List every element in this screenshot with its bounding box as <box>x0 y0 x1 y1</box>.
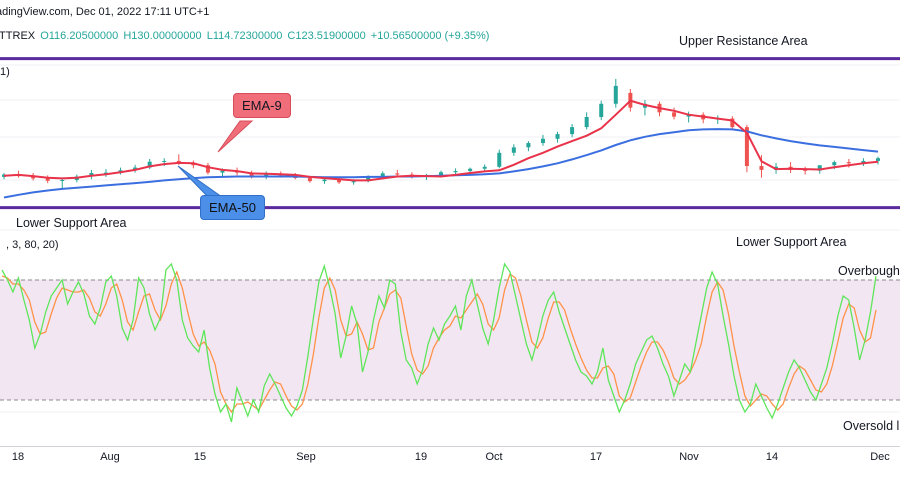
x-tick-label: Oct <box>485 451 503 463</box>
header-ohlc: ITTREX O116.20500000 H130.00000000 L114.… <box>0 30 491 42</box>
candle-down <box>249 172 254 178</box>
candle-up <box>876 158 880 161</box>
x-tick-label: 17 <box>589 451 603 463</box>
header-high: H130.00000000 <box>123 30 202 42</box>
ema-lines <box>3 99 879 199</box>
ema50-pointer <box>177 165 224 198</box>
candle-up <box>439 172 443 176</box>
candle-up <box>817 165 822 171</box>
lower-support-label-left: Lower Support Area <box>16 216 127 230</box>
x-tick-label: 14 <box>765 451 779 463</box>
header-change: +10.56500000 (+9.35%) <box>370 30 490 42</box>
oscillator-band <box>0 279 900 401</box>
lower-support-label-right: Lower Support Area <box>736 235 847 249</box>
candle-up <box>453 171 458 173</box>
candle-up <box>482 166 487 169</box>
zone-lines <box>0 57 900 210</box>
main-indicator-label: 1) <box>0 66 10 78</box>
chart-header: adingView.com, Dec 01, 2022 17:11 UTC+1 … <box>0 0 900 42</box>
candle-down <box>803 169 808 171</box>
header-open: O116.20500000 <box>40 30 119 42</box>
candle-down <box>395 173 400 175</box>
candle-up <box>162 160 167 162</box>
candle-up <box>613 85 618 104</box>
candle-up <box>526 143 531 148</box>
candle-up <box>511 147 516 153</box>
candle-down <box>307 178 312 182</box>
ema50-callout: EMA-50 <box>200 195 265 220</box>
candle-up <box>540 138 545 144</box>
x-tick-label: 18 <box>11 451 25 463</box>
candle-down <box>672 112 677 117</box>
x-tick-label: 15 <box>193 451 207 463</box>
chart-canvas <box>0 57 900 423</box>
x-tick-label: Sep <box>296 451 316 463</box>
candle-up <box>147 161 152 168</box>
oversold-label: Oversold l <box>843 419 900 433</box>
header-close: C123.51900000 <box>287 30 366 42</box>
candle-down <box>730 118 735 128</box>
stoch-k-line <box>1 262 877 423</box>
candle-up <box>832 162 837 166</box>
candle-up <box>497 152 502 167</box>
upper-resistance-label: Upper Resistance Area <box>679 34 808 48</box>
stoch-d-line <box>1 270 877 414</box>
candle-down <box>205 165 210 173</box>
oscillator-range-fill <box>0 280 900 400</box>
stochastic-lines <box>1 262 877 423</box>
x-tick-label: 19 <box>414 451 428 463</box>
candle-down <box>31 176 36 179</box>
x-tick-label: Nov <box>679 451 699 463</box>
candle-down <box>176 160 181 163</box>
candle-down <box>744 127 749 166</box>
header-exchange: ITTREX <box>0 30 36 42</box>
candle-up <box>570 127 575 135</box>
candle-down <box>846 162 851 164</box>
candle-up <box>555 134 560 139</box>
candle-up <box>322 179 327 182</box>
header-source: adingView.com, Dec 01, 2022 17:11 UTC+1 <box>0 6 210 18</box>
candle-up <box>366 176 371 182</box>
candle-up <box>220 170 225 173</box>
candle-down <box>759 166 764 170</box>
candle-up <box>103 172 108 174</box>
candle-up <box>861 160 866 164</box>
ema9-callout: EMA-9 <box>233 93 291 118</box>
ema9-pointer <box>217 120 254 153</box>
candle-up <box>584 117 589 128</box>
x-tick-label: Dec <box>870 451 890 463</box>
overbought-label: Overbought <box>838 264 900 278</box>
candle-up <box>468 168 473 172</box>
candle-up <box>380 173 385 177</box>
candle-down <box>337 179 342 183</box>
candle-up <box>2 174 6 177</box>
oscillator-indicator-label: , 3, 80, 20) <box>6 239 59 251</box>
candle-up <box>599 103 604 117</box>
candle-up <box>351 181 356 183</box>
x-axis: 18 Aug 15 Sep 19 Oct 17 Nov 14 Dec <box>0 446 900 501</box>
candle-down <box>45 178 50 181</box>
ema9-line <box>3 99 879 182</box>
header-low: L114.72300000 <box>206 30 283 42</box>
callout-pointers <box>177 120 254 198</box>
candle-up <box>60 180 65 181</box>
x-tick-label: Aug <box>100 451 120 463</box>
